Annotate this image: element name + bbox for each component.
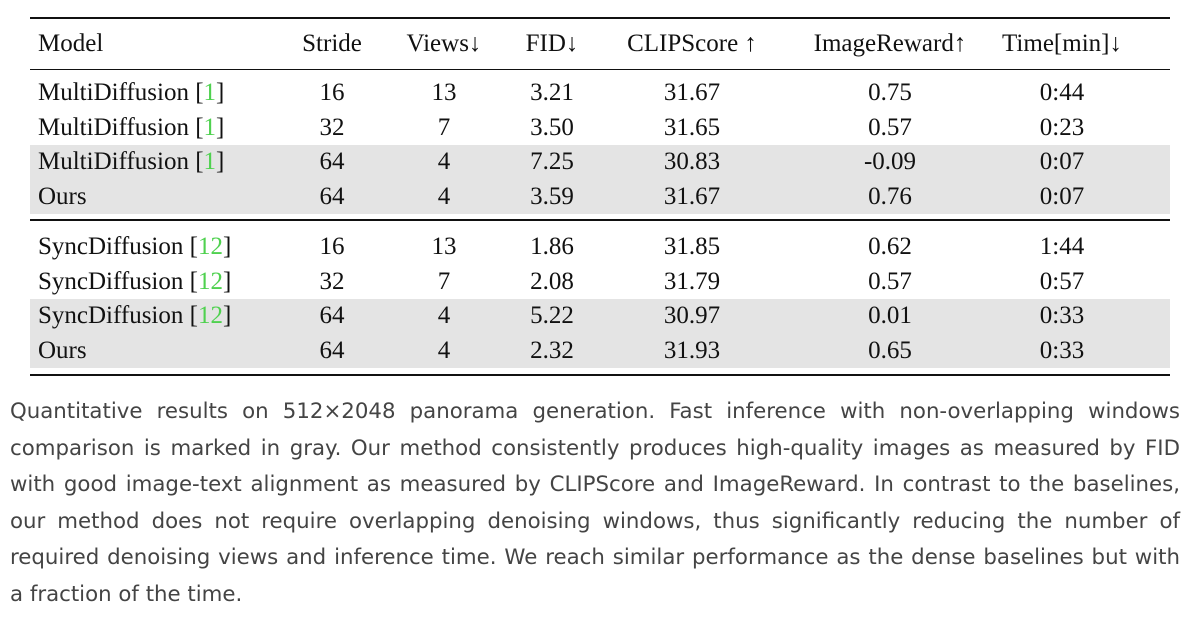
citation: 12	[197, 267, 223, 295]
model-cell: SyncDiffusion [12]	[38, 232, 231, 262]
table-cell: 30.83	[663, 148, 721, 176]
table-cell: 4	[437, 148, 451, 176]
table-cell: 0:07	[1039, 148, 1085, 176]
table-cell: 64	[319, 148, 345, 176]
table-cell: 64	[319, 302, 345, 330]
table-cell: 3.59	[530, 182, 574, 210]
table-cell: 16	[319, 79, 345, 107]
rule	[30, 17, 1170, 19]
rule	[30, 69, 1170, 71]
header-cell: ImageReward↑	[813, 30, 967, 57]
header-cell: Views↓	[406, 30, 482, 57]
model-name: ]	[222, 233, 232, 261]
table-cell: 32	[319, 267, 345, 295]
model-cell: Ours	[38, 182, 87, 212]
row-shade	[30, 179, 1170, 214]
table-cell: 13	[431, 233, 457, 261]
table-cell: 4	[437, 336, 451, 364]
table-cell: 0:23	[1039, 113, 1085, 141]
table-cell: 3.21	[530, 79, 574, 107]
header-cell: Time[min]↓	[1002, 30, 1122, 57]
table-cell: 1.86	[530, 233, 574, 261]
model-name: ]	[216, 113, 225, 141]
table-cell: 4	[437, 302, 451, 330]
table-cell: 7	[437, 267, 451, 295]
table-cell: 30.97	[663, 302, 721, 330]
citation: 12	[197, 233, 223, 261]
model-name: Ours	[38, 182, 87, 210]
table-cell: 5.22	[530, 302, 574, 330]
header-cell: CLIPScore ↑	[627, 30, 757, 57]
citation: 1	[203, 113, 217, 141]
model-name: MultiDiffusion [	[38, 79, 204, 107]
table-cell: 3.50	[530, 113, 574, 141]
table-cell: 31.67	[663, 182, 721, 210]
citation: 1	[203, 79, 217, 107]
table-cell: 0.57	[868, 267, 912, 295]
model-name: Ours	[38, 336, 87, 364]
model-cell: Ours	[38, 336, 87, 366]
table-cell: -0.09	[863, 148, 917, 176]
table-cell: 0.01	[868, 302, 912, 330]
row-shade	[30, 299, 1170, 334]
rule	[30, 219, 1170, 221]
model-name: SyncDiffusion [	[38, 233, 198, 261]
model-cell: MultiDiffusion [1]	[38, 78, 224, 108]
table-cell: 31.93	[663, 336, 721, 364]
table-cell: 4	[437, 182, 451, 210]
table-cell: 7	[437, 113, 451, 141]
table-cell: 0.62	[868, 233, 912, 261]
model-cell: MultiDiffusion [1]	[38, 113, 224, 143]
model-name: ]	[216, 79, 225, 107]
table-cell: 32	[319, 113, 345, 141]
table-cell: 0:44	[1039, 79, 1085, 107]
model-name: MultiDiffusion [	[38, 148, 204, 176]
model-cell: SyncDiffusion [12]	[38, 301, 231, 331]
table-cell: 13	[431, 79, 457, 107]
model-name: SyncDiffusion [	[38, 302, 198, 330]
table-cell: 31.79	[663, 267, 721, 295]
caption: Quantitative results on 512×2048 panoram…	[10, 399, 1180, 607]
table-cell: 0:07	[1039, 182, 1085, 210]
row-shade	[30, 145, 1170, 180]
table-cell: 2.32	[530, 336, 574, 364]
model-cell: MultiDiffusion [1]	[38, 147, 224, 177]
table-cell: 0:33	[1039, 336, 1085, 364]
rule	[30, 374, 1170, 376]
table-cell: 16	[319, 233, 345, 261]
table-cell: 0:33	[1039, 302, 1085, 330]
table-cell: 7.25	[530, 148, 574, 176]
model-name: MultiDiffusion [	[38, 113, 204, 141]
header-cell: Model	[38, 30, 104, 57]
table-cell: 31.67	[663, 79, 721, 107]
row-shade	[30, 333, 1170, 368]
model-cell: SyncDiffusion [12]	[38, 267, 231, 297]
table-cell: 64	[319, 182, 345, 210]
model-name: SyncDiffusion [	[38, 267, 198, 295]
table-cell: 0:57	[1039, 267, 1085, 295]
header-cell: FID↓	[525, 30, 579, 57]
table-cell: 0.65	[868, 336, 912, 364]
model-name: ]	[216, 148, 225, 176]
model-name: ]	[222, 267, 232, 295]
citation: 12	[197, 302, 223, 330]
table-cell: 64	[319, 336, 345, 364]
table-cell: 31.85	[663, 233, 721, 261]
table-cell: 0.76	[868, 182, 912, 210]
citation: 1	[203, 148, 217, 176]
table-cell: 2.08	[530, 267, 574, 295]
table-cell: 0.75	[868, 79, 912, 107]
table-cell: 1:44	[1039, 233, 1085, 261]
table-cell: 0.57	[868, 113, 912, 141]
table-cell: 31.65	[663, 113, 721, 141]
model-name: ]	[222, 302, 232, 330]
header-cell: Stride	[302, 30, 362, 57]
